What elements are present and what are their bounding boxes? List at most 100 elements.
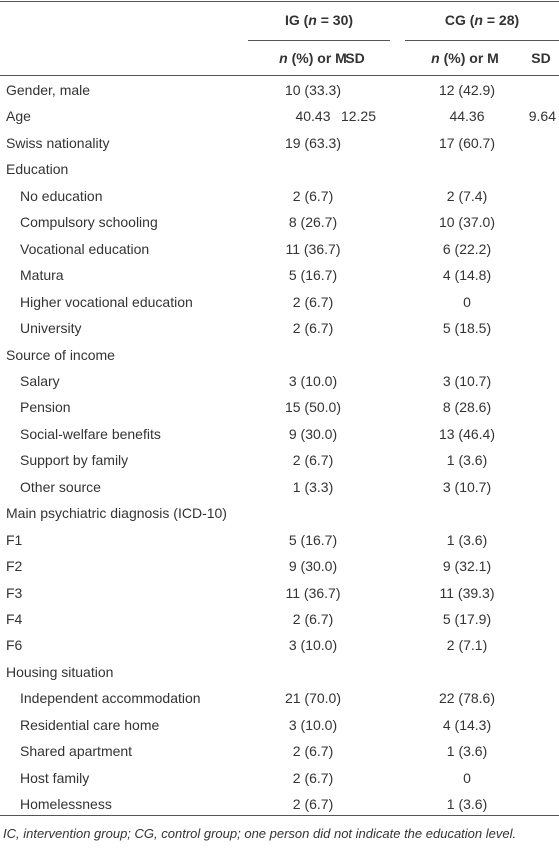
row-label: Main psychiatric diagnosis (ICD-10) bbox=[6, 505, 227, 522]
cell: 11 (36.7) bbox=[285, 584, 341, 601]
text-part: n bbox=[279, 50, 288, 66]
row-label: F4 bbox=[6, 611, 23, 627]
cell: 11 (39.3) bbox=[439, 584, 495, 601]
row-label: Matura bbox=[20, 267, 64, 284]
group-header: IG (n = 30) bbox=[244, 10, 394, 30]
row-label: University bbox=[20, 320, 82, 337]
cell: 6 (22.2) bbox=[442, 240, 492, 257]
cell: 3 (10.0) bbox=[288, 716, 338, 733]
cell: 5 (16.7) bbox=[288, 531, 338, 548]
row-label: Homelessness bbox=[20, 796, 112, 813]
row-label: No education bbox=[20, 187, 103, 204]
group-header: CG (n = 28) bbox=[407, 10, 557, 30]
cell: 40.43 bbox=[295, 108, 331, 125]
cell: 0 bbox=[463, 769, 471, 786]
cell: 1 (3.3) bbox=[292, 478, 334, 495]
group-rule bbox=[248, 40, 390, 41]
row-label: Support by family bbox=[20, 452, 129, 469]
row-label: Gender, male bbox=[6, 82, 91, 98]
cell: 2 (6.7) bbox=[292, 320, 334, 337]
cell: 3 (10.0) bbox=[288, 637, 338, 654]
cell: 4 (14.8) bbox=[442, 267, 492, 284]
row-label: Other source bbox=[20, 478, 101, 495]
cell: 2 (6.7) bbox=[292, 452, 334, 469]
row-label: Higher vocational education bbox=[20, 293, 193, 310]
row-label: Social-welfare benefits bbox=[20, 425, 161, 442]
cell: 1 (3.6) bbox=[446, 743, 488, 760]
row-label: F6 bbox=[6, 637, 23, 654]
cell: 4 (14.3) bbox=[442, 716, 492, 733]
row-label: Salary bbox=[20, 372, 60, 389]
row-label: Age bbox=[6, 108, 31, 125]
row-label: Pension bbox=[20, 399, 71, 416]
cell: 2 (6.7) bbox=[292, 187, 334, 204]
cell: 5 (16.7) bbox=[288, 267, 338, 284]
bottom-rule bbox=[0, 815, 559, 816]
cell: 5 (17.9) bbox=[442, 611, 492, 627]
cell: 5 (18.5) bbox=[442, 320, 492, 337]
cell: 17 (60.7) bbox=[438, 134, 496, 151]
row-label: Compulsory schooling bbox=[20, 214, 158, 231]
text-part: n bbox=[474, 12, 483, 28]
cell: 12.25 bbox=[340, 108, 376, 125]
text-part: n bbox=[431, 50, 440, 66]
cell: 2 (6.7) bbox=[292, 293, 334, 310]
text-part: = 28) bbox=[482, 12, 520, 28]
row-label: Host family bbox=[20, 769, 90, 786]
row-label: Housing situation bbox=[6, 663, 114, 680]
cell: 19 (63.3) bbox=[284, 134, 342, 151]
cell: 0 bbox=[463, 293, 471, 310]
cell: 12 (42.9) bbox=[438, 82, 496, 98]
cell: 8 (28.6) bbox=[442, 399, 492, 416]
cell: 15 (50.0) bbox=[284, 399, 342, 416]
cell: 2 (7.1) bbox=[446, 637, 488, 654]
cell: 9.64 bbox=[528, 108, 556, 125]
cell: 3 (10.7) bbox=[442, 478, 492, 495]
cell: 2 (6.7) bbox=[292, 743, 334, 760]
cell: 3 (10.7) bbox=[442, 372, 492, 389]
row-label: Swiss nationality bbox=[6, 134, 110, 151]
header-rule bbox=[0, 75, 559, 76]
subheader-sd: SD bbox=[531, 50, 551, 66]
row-label: Education bbox=[6, 161, 69, 178]
row-label: Vocational education bbox=[20, 240, 150, 257]
group-rule bbox=[405, 40, 559, 41]
cell: 8 (26.7) bbox=[288, 214, 338, 231]
subheader: n (%) or M bbox=[253, 48, 373, 68]
row-label: F3 bbox=[6, 584, 23, 601]
text-part: = 30) bbox=[316, 12, 354, 28]
row-label: Shared apartment bbox=[20, 743, 133, 760]
row-label: F1 bbox=[6, 531, 23, 548]
cell: 2 (6.7) bbox=[292, 769, 334, 786]
cell: 9 (32.1) bbox=[442, 558, 492, 575]
text-part: n bbox=[308, 12, 317, 28]
text-part: (%) or M bbox=[287, 50, 347, 66]
cell: 11 (36.7) bbox=[285, 240, 341, 257]
cell: 9 (30.0) bbox=[288, 425, 338, 442]
cell: 2 (6.7) bbox=[292, 611, 334, 627]
row-label: Source of income bbox=[6, 346, 115, 363]
footnote: IC, intervention group; CG, control grou… bbox=[3, 826, 517, 841]
cell: 1 (3.6) bbox=[446, 452, 488, 469]
cell: 1 (3.6) bbox=[446, 531, 488, 548]
row-label: Independent accommodation bbox=[20, 690, 201, 707]
text-part: CG ( bbox=[444, 12, 475, 28]
text-part: (%) or M bbox=[439, 50, 499, 66]
cell: 22 (78.6) bbox=[438, 690, 496, 707]
row-label: F2 bbox=[6, 558, 23, 575]
cell: 10 (37.0) bbox=[438, 214, 496, 231]
cell: 44.36 bbox=[449, 108, 485, 125]
subheader: n (%) or M bbox=[405, 48, 525, 68]
cell: 21 (70.0) bbox=[284, 690, 342, 707]
cell: 2 (7.4) bbox=[446, 187, 488, 204]
subheader-sd: SD bbox=[345, 50, 365, 66]
cell: 2 (6.7) bbox=[292, 796, 334, 813]
cell: 3 (10.0) bbox=[288, 372, 338, 389]
cell: 13 (46.4) bbox=[438, 425, 496, 442]
cell: 1 (3.6) bbox=[446, 796, 488, 813]
text-part: IG ( bbox=[284, 12, 309, 28]
row-label: Residential care home bbox=[20, 716, 160, 733]
cell: 10 (33.3) bbox=[284, 82, 342, 98]
cell: 9 (30.0) bbox=[288, 558, 338, 575]
